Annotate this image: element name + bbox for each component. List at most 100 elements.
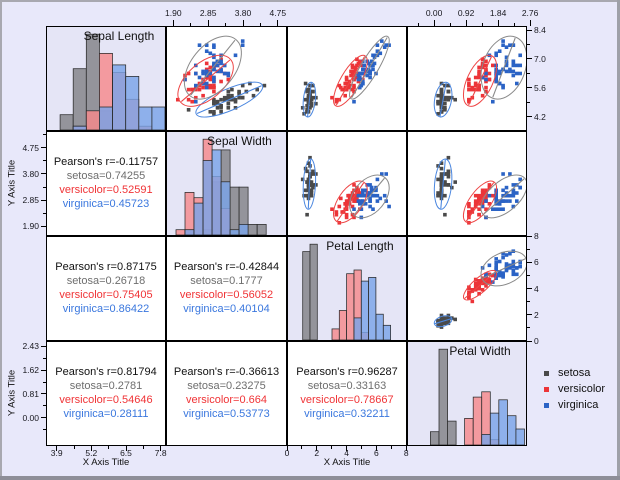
matrix-cell-r2c1[interactable]: Pearson's r=-0.11757 setosa=0.74255 versic… [46, 131, 166, 236]
point-setosa [443, 108, 447, 112]
point-versicolor [208, 85, 213, 90]
histogram-petal-length [302, 243, 391, 340]
top-major-tick [465, 20, 467, 26]
legend-item-versicolor[interactable]: versicolor [538, 381, 618, 397]
point-virginica [194, 99, 198, 104]
point-virginica [497, 199, 502, 203]
matrix-cell-r2c2[interactable]: Sepal Width [166, 131, 287, 236]
hist-bar-virginica [515, 428, 525, 445]
point-virginica [212, 75, 216, 80]
window-border-top [0, 0, 620, 2]
point-virginica [511, 61, 516, 66]
point-virginica [518, 53, 522, 58]
matrix-cell-r3c1[interactable]: Pearson's r=0.87175 setosa=0.26718 versico… [46, 236, 166, 341]
matrix-cell-r1c2[interactable] [166, 26, 287, 131]
point-virginica [371, 193, 375, 198]
hist-bar-setosa [247, 224, 258, 235]
pearson-r-value: Pearson's r=0.96287 [296, 366, 398, 378]
matrix-cell-r4c2[interactable]: Pearson's r=-0.36613 setosa=0.23275 versic… [166, 341, 287, 446]
point-virginica [368, 75, 372, 80]
point-virginica [204, 49, 209, 53]
point-versicolor [204, 67, 209, 72]
hist-bar-setosa [438, 348, 448, 445]
matrix-cell-r4c3[interactable]: Pearson's r=0.96287 setosa=0.33163 versico… [287, 341, 407, 446]
top-tick-label: 1.90 [165, 8, 182, 18]
point-virginica [384, 199, 388, 203]
point-setosa [300, 177, 305, 182]
point-setosa [443, 97, 447, 102]
diagonal-title-3: Petal Width [449, 344, 511, 358]
point-setosa [439, 101, 444, 106]
point-versicolor [484, 69, 488, 74]
matrix-cell-r3c4[interactable] [407, 236, 527, 341]
point-virginica [204, 71, 209, 76]
hist-bar-virginica [184, 229, 195, 235]
hist-bar-setosa [309, 243, 318, 340]
point-virginica [366, 69, 371, 74]
point-setosa [305, 104, 309, 108]
point-versicolor [334, 212, 339, 217]
point-versicolor [484, 207, 488, 211]
point-setosa [215, 101, 220, 106]
point-setosa [306, 97, 311, 102]
legend-item-virginica[interactable]: virginica [538, 397, 618, 413]
matrix-cell-r2c3[interactable] [287, 131, 407, 236]
point-versicolor [212, 83, 216, 88]
right-tick-label: 6 [534, 257, 539, 268]
matrix-cell-r4c1[interactable]: Pearson's r=0.81794 setosa=0.2781 versicol… [46, 341, 166, 446]
point-versicolor [219, 57, 223, 62]
point-setosa [233, 106, 238, 110]
point-setosa [446, 89, 451, 94]
point-setosa [439, 188, 444, 193]
point-virginica [375, 199, 380, 203]
matrix-cell-r4c4[interactable]: Petal Width [407, 341, 527, 446]
bottom-major-tick [160, 446, 162, 451]
scatter-x2-y1 [300, 155, 391, 225]
point-virginica [361, 81, 365, 86]
x-axis-title-col3: X Axis Title [323, 457, 371, 468]
point-virginica [219, 67, 223, 72]
right-minor-tick [527, 301, 530, 303]
point-setosa [309, 188, 314, 193]
point-versicolor [487, 272, 492, 277]
right-tick-label: 8 [534, 231, 539, 241]
scatter-x3-y0 [433, 35, 526, 118]
point-versicolor [477, 65, 481, 70]
point-setosa [439, 87, 444, 92]
point-versicolor [487, 277, 492, 282]
right-major-tick [527, 261, 532, 263]
legend-item-setosa[interactable]: setosa [538, 365, 618, 381]
matrix-cell-r1c4[interactable] [407, 26, 527, 131]
right-tick-label: 8.4 [534, 25, 546, 36]
point-versicolor [339, 85, 343, 90]
point-setosa [300, 106, 305, 110]
left-minor-tick [43, 357, 46, 359]
point-versicolor [484, 89, 488, 94]
pearson-versicolor-value: versicolor=0.56052 [179, 289, 274, 301]
matrix-cell-r3c3[interactable]: Petal Length [287, 236, 407, 341]
point-setosa [255, 87, 259, 92]
left-major-tick [41, 147, 46, 149]
point-virginica [361, 79, 365, 84]
matrix-cell-r1c3[interactable] [287, 26, 407, 131]
point-virginica [504, 63, 509, 68]
point-virginica [497, 49, 502, 53]
point-virginica [361, 199, 365, 203]
point-versicolor [467, 81, 471, 86]
point-virginica [204, 81, 209, 86]
matrix-cell-r2c4[interactable] [407, 131, 527, 236]
point-virginica [368, 183, 372, 187]
point-versicolor [480, 57, 485, 62]
matrix-cell-r1c1[interactable]: Sepal Length [46, 26, 166, 131]
point-versicolor [480, 193, 485, 198]
point-versicolor [484, 280, 488, 284]
point-virginica [368, 196, 372, 201]
legend[interactable]: setosa versicolor virginica [538, 365, 618, 413]
point-versicolor [358, 191, 362, 195]
point-virginica [201, 71, 205, 76]
fit-line-virginica [190, 39, 236, 96]
matrix-cell-r3c2[interactable]: Pearson's r=-0.42844 setosa=0.1777 versico… [166, 236, 287, 341]
point-versicolor [352, 69, 356, 74]
point-virginica [494, 267, 498, 271]
